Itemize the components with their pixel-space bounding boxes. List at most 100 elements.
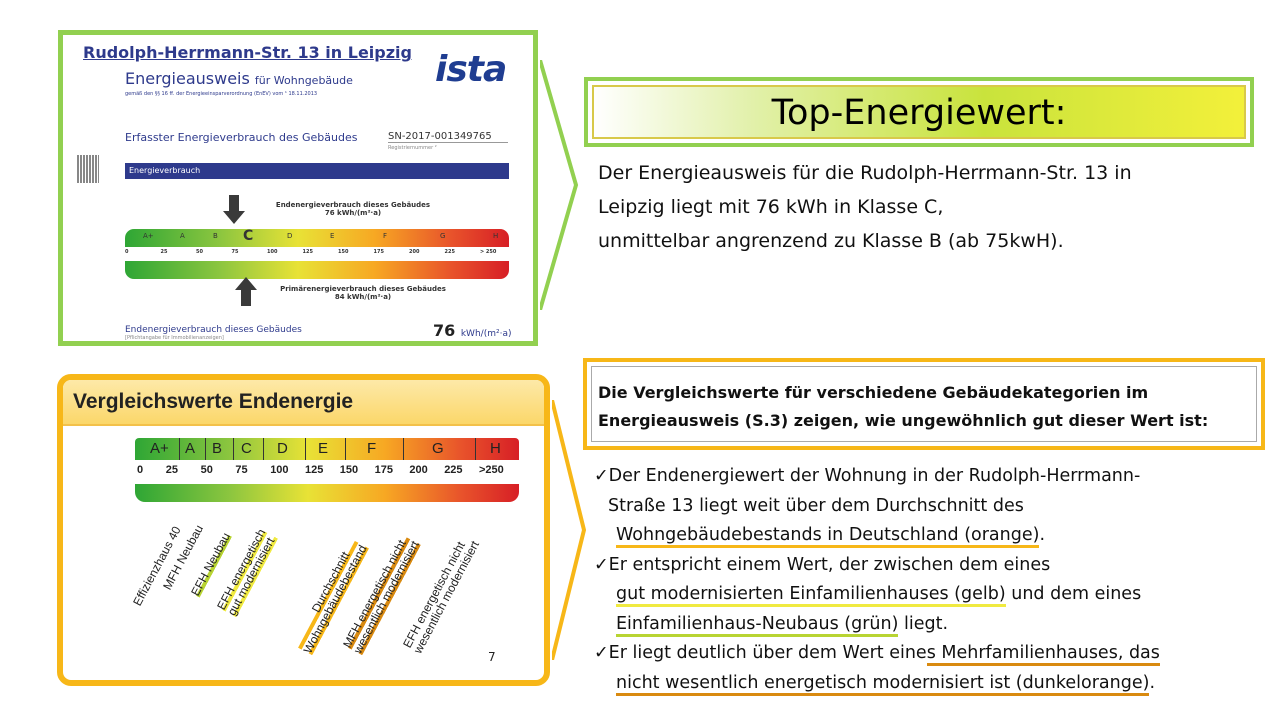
bullet-3-line-2: nicht wesentlich energetisch modernisier… [594, 669, 1254, 699]
section-heading: Erfasster Energieverbrauch des Gebäudes [125, 131, 358, 144]
comparison-class-label: F [367, 440, 377, 457]
ista-logo: ista [435, 49, 507, 90]
certificate-address: Rudolph-Herrmann-Str. 13 in Leipzig [83, 43, 412, 62]
comparison-class-bar: A+ A B C D E F G H [135, 438, 519, 460]
class-separator [179, 438, 180, 460]
summary-intro: Die Vergleichswerte für verschiedene Geb… [591, 366, 1257, 442]
punctuation: . [1149, 672, 1156, 693]
logo-text: ista [435, 49, 507, 90]
bullet-3-line-1: ✓Er liegt deutlich über dem Wert eines M… [594, 639, 1254, 669]
primary-energy-label: Primärenergieverbrauch dieses Gebäudes 8… [253, 285, 473, 301]
class-scale-bar: A+ A B C D E F G H [125, 228, 509, 247]
class-label: A+ [143, 232, 154, 240]
footer-label: Endenergieverbrauch dieses Gebäudes [Pfl… [125, 325, 302, 341]
page-number: 7 [488, 650, 496, 664]
punctuation: . [1039, 525, 1046, 545]
footer-label-text: Endenergieverbrauch dieses Gebäudes [125, 325, 302, 335]
bullet-2-line-2: gut modernisierten Einfamilienhauses (ge… [594, 580, 1254, 610]
end-energy-text: Endenergieverbrauch dieses Gebäudes [275, 201, 431, 209]
class-label: A [180, 232, 185, 240]
description-line: Der Energieausweis für die Rudolph-Herrm… [598, 162, 1132, 184]
description-line: unmittelbar angrenzend zu Klasse B (ab 7… [598, 230, 1064, 252]
end-energy-value: 76 kWh/(m²·a) [324, 209, 382, 217]
primary-energy-value: 84 kWh/(m²·a) [334, 293, 392, 301]
comparison-class-label: D [277, 440, 288, 457]
tick-label: 100 [267, 249, 278, 255]
comparison-tick-label: 0 [137, 464, 144, 476]
comparison-tick-label: 25 [165, 464, 179, 476]
energy-certificate-card: Rudolph-Herrmann-Str. 13 in Leipzig ista… [58, 30, 538, 346]
comparison-title: Vergleichswerte Endenergie [73, 390, 354, 413]
comparison-class-label: C [241, 440, 252, 457]
comparison-class-label: E [318, 440, 329, 457]
bullet-2-line-3: Einfamilienhaus-Neubaus (grün) liegt. [594, 610, 1254, 640]
energy-bar-heading: Energieverbrauch [125, 163, 509, 179]
comparison-tick-label: 50 [200, 464, 213, 476]
class-separator [305, 438, 306, 460]
comparison-tick-label: 200 [409, 464, 428, 476]
summary-intro-box: Die Vergleichswerte für verschiedene Geb… [583, 358, 1265, 450]
comparison-tick-row: 0 25 50 75 100 125 150 175 200 225 >250 [135, 460, 519, 484]
class-label: E [330, 232, 335, 240]
bullet-1-line-1: ✓Der Endenergiewert der Wohnung in der R… [594, 466, 1141, 486]
tick-label: 150 [338, 249, 349, 255]
highlight-dark-orange: s Mehrfamilienhauses, das [926, 643, 1160, 666]
top-heading-box: Top-Energiewert: [584, 77, 1254, 147]
comparison-tick-label: 175 [374, 464, 393, 476]
comparison-tick-label: 150 [339, 464, 359, 476]
class-label: D [287, 232, 293, 240]
class-label: H [493, 232, 499, 240]
title-suffix: für Wohngebäude [254, 74, 353, 87]
tick-label: 175 [373, 249, 384, 255]
highlight-yellow: gut modernisierten Einfamilienhauses (ge… [616, 584, 1006, 607]
tick-label: 125 [302, 249, 313, 255]
qr-code-icon [77, 155, 99, 183]
registration-label: Registriernummer ² [388, 145, 437, 151]
comparison-tick-label: 225 [444, 464, 463, 476]
class-separator [475, 438, 476, 460]
card1-pointer-arrow [540, 60, 579, 310]
comparison-class-label: G [432, 440, 444, 457]
tick-label: 50 [196, 249, 203, 255]
highlight-green: Einfamilienhaus-Neubaus (grün) [616, 613, 899, 637]
bullet-3-text: ✓Er liegt deutlich über dem Wert eine [594, 643, 927, 663]
tick-label: > 250 [480, 249, 497, 255]
tick-label: 225 [444, 249, 455, 255]
class-label: C [243, 228, 254, 244]
class-separator [233, 438, 234, 460]
class-separator [263, 438, 264, 460]
tick-label: 200 [409, 249, 420, 255]
bullet-2-text: und dem eines [1005, 584, 1142, 604]
top-heading-fill: Top-Energiewert: [592, 85, 1246, 139]
title-main: Energieausweis [125, 69, 250, 88]
comparison-scale-lower [135, 484, 519, 502]
footer-note: [Pflichtangabe für Immobilienanzeigen] [125, 335, 224, 341]
highlight-orange: Wohngebäudebestands in Deutschland (oran… [616, 525, 1040, 548]
tick-label: 75 [231, 249, 239, 255]
class-separator [205, 438, 206, 460]
top-heading-title: Top-Energiewert: [771, 93, 1067, 133]
comparison-tick-label: >250 [479, 464, 504, 476]
up-arrow-icon [235, 277, 257, 306]
bullet-2-line-1: ✓Er entspricht einem Wert, der zwischen … [594, 554, 1051, 575]
footer-value: 76 kWh/(m²·a) [433, 321, 511, 340]
class-label: B [213, 232, 218, 240]
footer-value-number: 76 [433, 321, 456, 340]
law-note: gemäß den §§ 16 ff. der Energieeinsparve… [125, 91, 318, 97]
comparison-class-label: H [490, 440, 501, 457]
description-line: Leipzig liegt mit 76 kWh in Klasse C, [598, 196, 944, 218]
comparison-header: Vergleichswerte Endenergie [63, 380, 544, 426]
comparison-class-label: B [212, 440, 223, 457]
card2-pointer-arrow [552, 400, 587, 660]
comparison-card: Vergleichswerte Endenergie A+ A B C D E F G H 0 2… [57, 374, 550, 686]
tick-label: 0 [125, 249, 129, 255]
summary-bullets: ✓Der Endenergiewert der Wohnung in der R… [594, 462, 1254, 698]
tick-label: 25 [160, 249, 168, 255]
comparison-tick-label: 75 [235, 464, 248, 476]
class-label: F [383, 232, 388, 240]
class-scale-bar-lower [125, 261, 509, 279]
heading-description: Der Energieausweis für die Rudolph-Herrm… [598, 156, 1238, 258]
footer-unit: kWh/(m²·a) [460, 329, 512, 339]
comparison-tick-label: 125 [305, 464, 324, 476]
class-separator [403, 438, 404, 460]
